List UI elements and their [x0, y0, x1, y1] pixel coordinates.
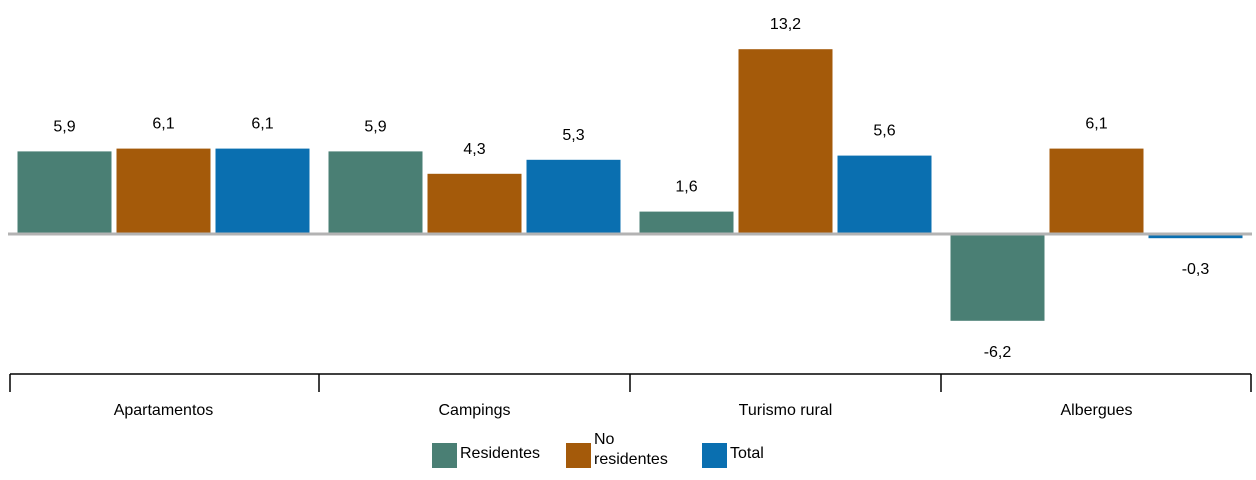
data-label-no-residentes-turismo-rural: 13,2 — [770, 16, 801, 33]
legend-swatch-no-residentes — [566, 443, 591, 468]
legend-label-residentes: Residentes — [460, 445, 541, 462]
bar-no-residentes-turismo-rural — [738, 49, 833, 235]
data-label-total-apartamentos: 6,1 — [251, 116, 273, 133]
data-label-residentes-albergues: -6,2 — [984, 344, 1012, 361]
legend: Residentes No residentes Total — [432, 430, 832, 480]
legend-label-total: Total — [730, 445, 764, 462]
data-label-total-albergues: -0,3 — [1182, 261, 1210, 278]
category-axis: Apartamentos Campings Turismo rural Albergu… — [9, 373, 1252, 419]
bar-chart: 5,9 6,1 6,1 5,94,35,31,613,25,6-6,26,1-0,3 … — [8, 16, 1252, 419]
legend-item-no-residentes: No residentes — [566, 430, 686, 470]
data-label-no-residentes-apartamentos: 6,1 — [152, 116, 174, 133]
category-label-turismo-rural: Turismo rural — [739, 402, 833, 419]
data-label-residentes-apartamentos: 5,9 — [53, 118, 75, 135]
data-label-no-residentes-albergues: 6,1 — [1085, 116, 1107, 133]
bar-total-campings — [526, 159, 621, 234]
bar-no-residentes-apartamentos — [116, 148, 211, 234]
bar-no-residentes-campings — [427, 173, 522, 234]
legend-item-residentes: Residentes — [432, 430, 540, 468]
legend-swatch-total — [702, 443, 727, 468]
bar-total-albergues — [1148, 234, 1243, 239]
bars-group — [17, 49, 1243, 321]
bar-residentes-turismo-rural — [639, 211, 734, 234]
bar-no-residentes-albergues — [1049, 148, 1144, 234]
data-label-total-turismo-rural: 5,6 — [873, 123, 895, 140]
bar-residentes-albergues — [950, 234, 1045, 321]
bar-total-apartamentos — [215, 148, 310, 234]
legend-item-total: Total — [702, 430, 764, 468]
data-label-residentes-turismo-rural: 1,6 — [675, 179, 697, 196]
legend-swatch-residentes — [432, 443, 457, 468]
category-label-apartamentos: Apartamentos — [114, 402, 214, 419]
data-labels-group: 5,9 6,1 6,1 5,9 4,3 5,3 1,6 13,2 5,6 -6,2 6,1 -0,3 — [53, 16, 1209, 361]
data-label-total-campings: 5,3 — [562, 127, 584, 144]
category-label-campings: Campings — [438, 402, 510, 419]
bar-residentes-apartamentos — [17, 151, 112, 234]
data-label-no-residentes-campings: 4,3 — [463, 141, 485, 158]
bar-total-turismo-rural — [837, 155, 932, 234]
category-label-albergues: Albergues — [1060, 402, 1132, 419]
bar-residentes-campings — [328, 151, 423, 234]
legend-label-no-residentes: No residentes — [594, 431, 668, 468]
data-label-residentes-campings: 5,9 — [364, 118, 386, 135]
